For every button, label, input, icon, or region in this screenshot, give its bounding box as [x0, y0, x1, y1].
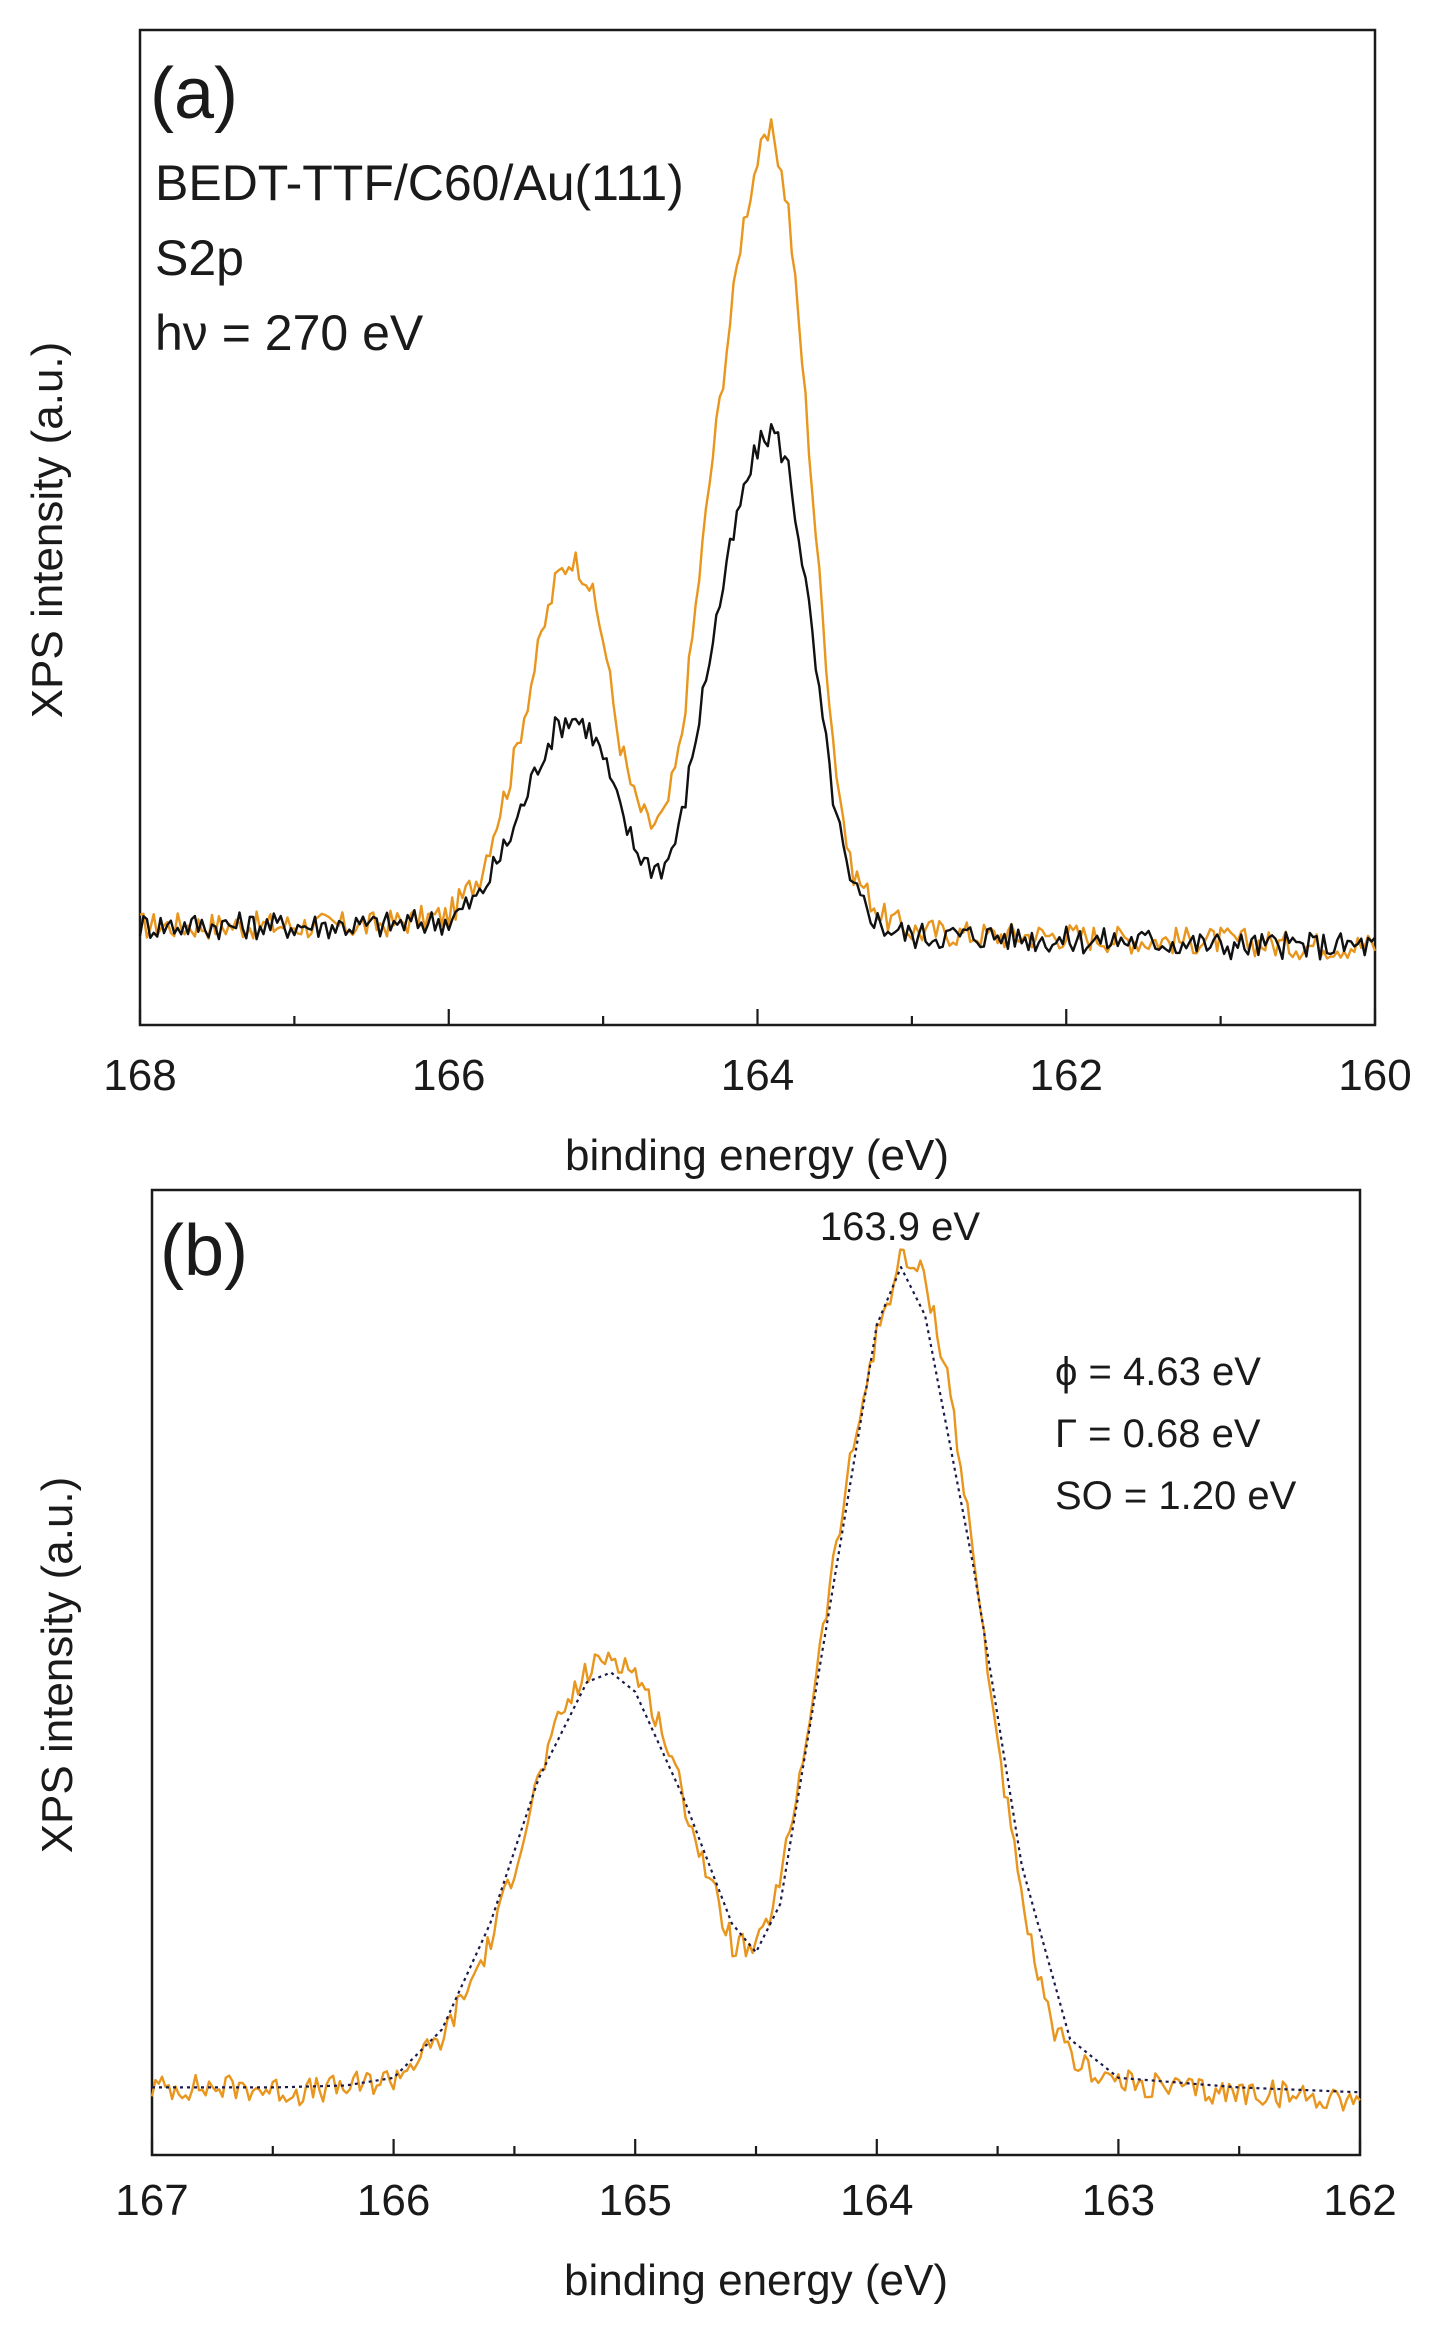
panel-a-xlabel: binding energy (eV) [565, 1131, 949, 1180]
spectrum-line-1 [139, 118, 1377, 961]
x-tick-label: 166 [412, 1051, 485, 1100]
x-tick-label: 160 [1338, 1051, 1411, 1100]
panel-b-annotation-so: SO = 1.20 eV [1055, 1474, 1297, 1518]
panel-b-series [150, 1248, 1361, 2112]
panel-b-annotation-gamma: Γ = 0.68 eV [1055, 1412, 1261, 1456]
spectrum-line-2 [138, 423, 1376, 961]
panel-a-annotation-core-level: S2p [155, 230, 244, 286]
panel-a-annotation-photon-energy: hν = 270 eV [155, 305, 424, 361]
x-tick-label: 164 [840, 2176, 913, 2225]
spectrum-line-1 [150, 1248, 1361, 2112]
x-tick-label: 165 [598, 2176, 671, 2225]
x-tick-label: 163 [1082, 2176, 1155, 2225]
x-tick-label: 168 [103, 1051, 176, 1100]
panel-a-label: (a) [150, 54, 238, 134]
x-tick-label: 162 [1030, 1051, 1103, 1100]
panel-b-frame [150, 1188, 1362, 2157]
panel-a-ylabel: XPS intensity (a.u.) [23, 342, 72, 719]
panel-a-ticks: 168 166 164 162 160 [103, 1009, 1412, 1100]
panel-b-xlabel: binding energy (eV) [564, 2256, 948, 2305]
x-tick-label: 167 [115, 2176, 188, 2225]
x-tick-label: 164 [721, 1051, 794, 1100]
panel-b: (b) 163.9 eV ϕ = 4.63 eV Γ = 0.68 eV SO … [33, 1188, 1397, 2305]
panel-a: (a) BEDT-TTF/C60/Au(111) S2p hν = 270 eV… [23, 28, 1412, 1180]
panel-b-ticks: 167 166 165 164 163 162 [115, 2139, 1397, 2225]
panel-b-annotation-peak: 163.9 eV [820, 1205, 980, 1249]
x-tick-label: 162 [1323, 2176, 1396, 2225]
panel-b-ylabel: XPS intensity (a.u.) [33, 1477, 82, 1854]
x-tick-label: 166 [357, 2176, 430, 2225]
panel-a-series [138, 118, 1377, 961]
panel-b-label: (b) [160, 1211, 248, 1291]
panel-b-annotation-phi: ϕ = 4.63 eV [1055, 1350, 1261, 1394]
panel-a-annotation-sample: BEDT-TTF/C60/Au(111) [155, 155, 684, 211]
